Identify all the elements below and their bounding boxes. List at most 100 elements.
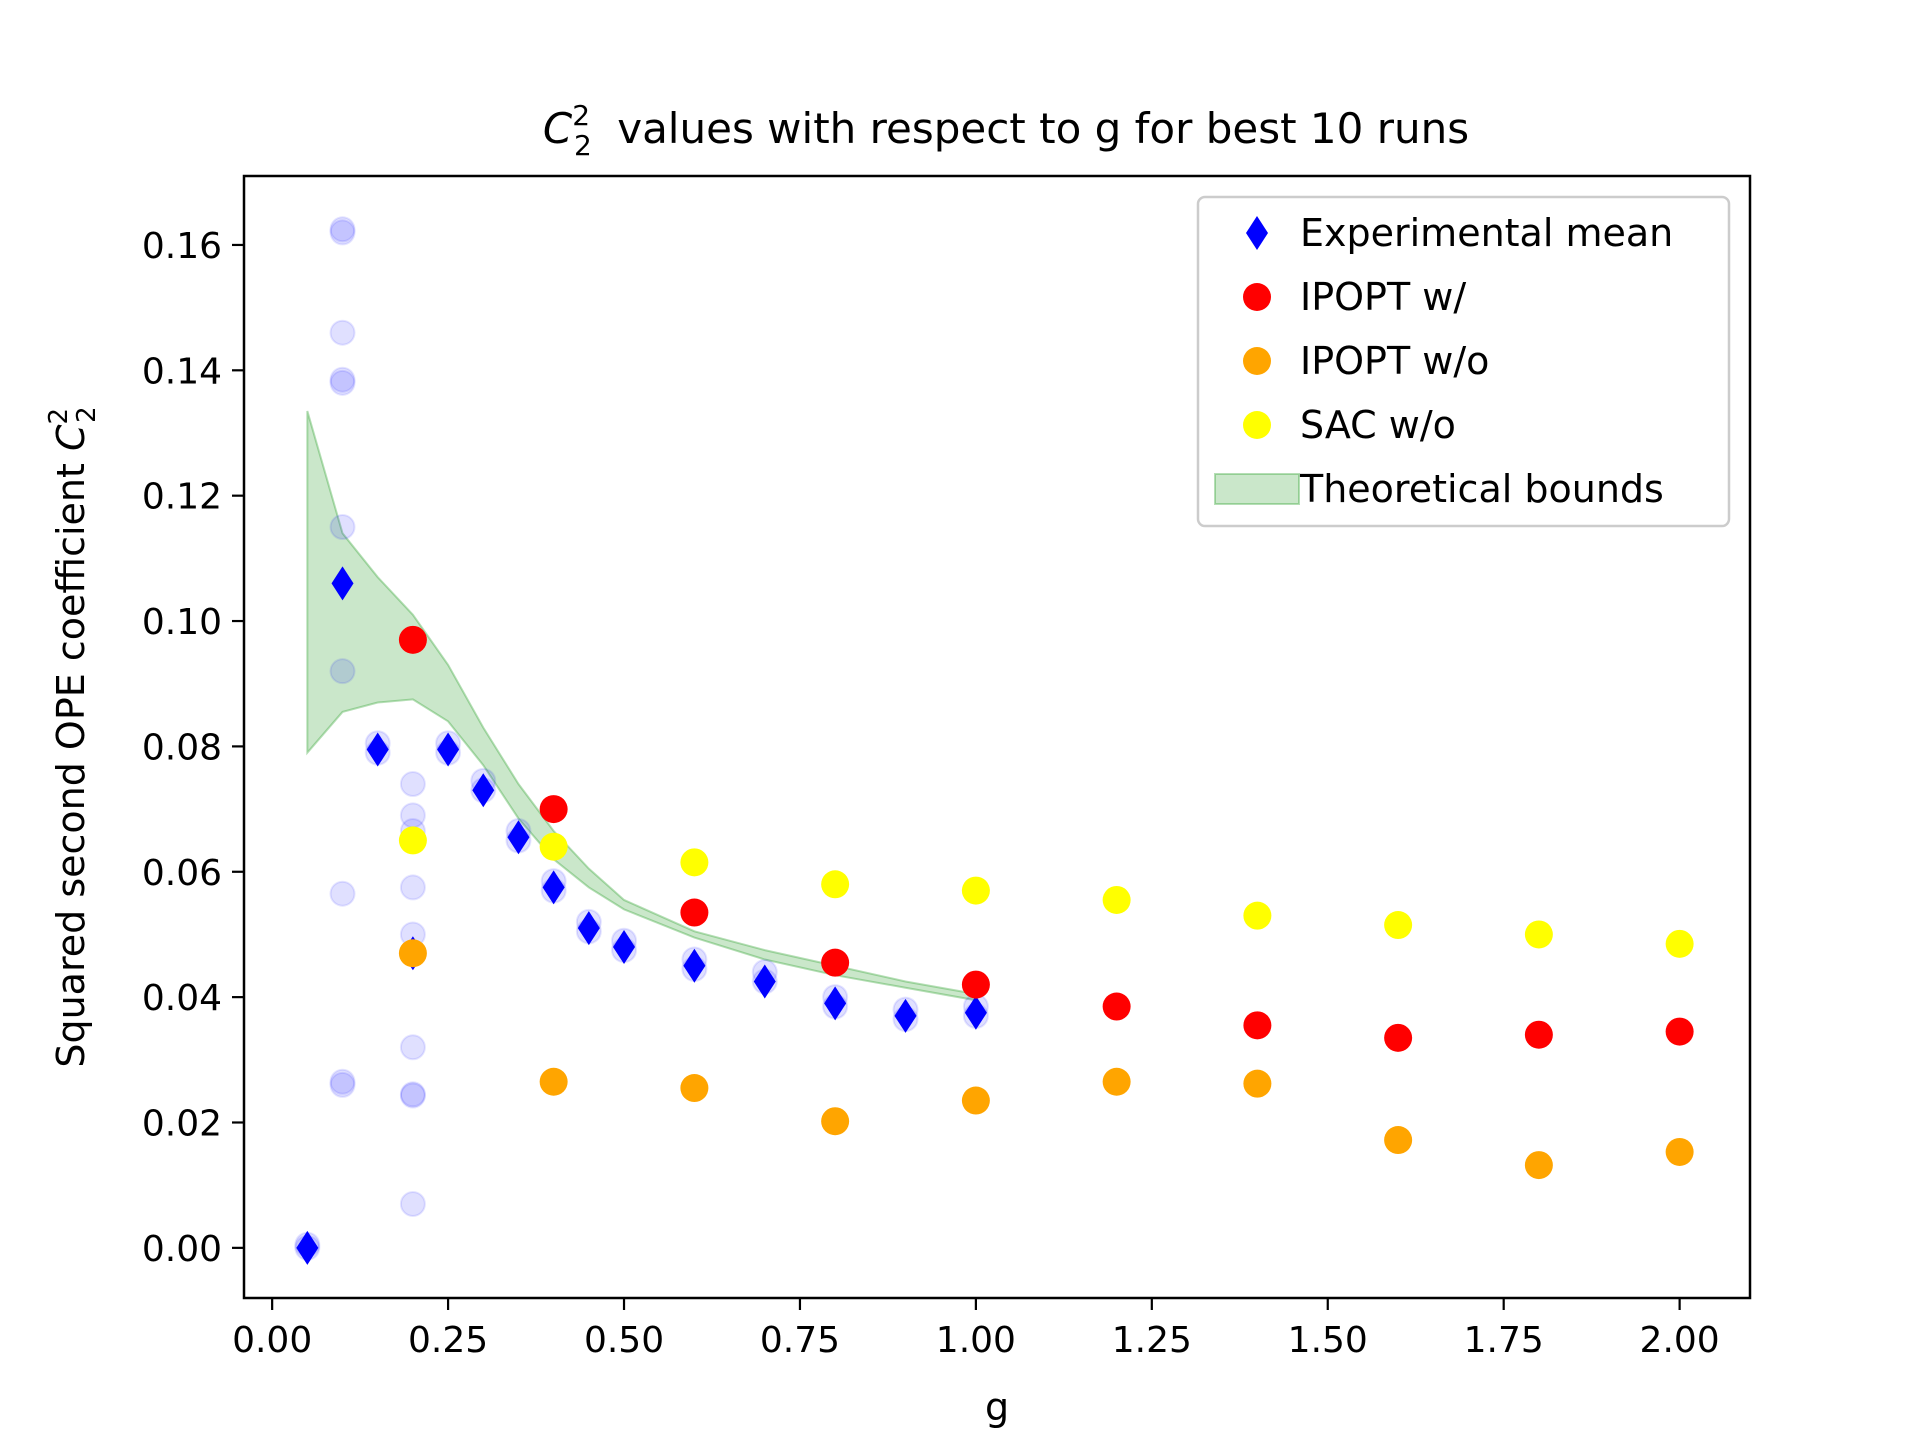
y-tick-label: 0.02 [142,1103,222,1144]
x-tick-label: 0.50 [584,1320,664,1361]
chart-title: C2 2 values with respect to g for best 10… [543,99,1469,162]
ipopt-w-o-point [1524,1151,1553,1180]
legend: Experimental mean IPOPT w/IPOPT w/o SAC w/… [1196,195,1731,528]
y-tick-label: 0.06 [142,853,222,894]
legend-swatch-sac-w-o [1243,411,1271,439]
legend-label-sac-w-o: SAC w/o [1300,403,1456,447]
experimental-mean-point [613,929,636,964]
faded-run-point [399,771,426,798]
y-tick-label: 0.16 [142,226,222,267]
y-tick-label: 0.10 [142,602,222,643]
y-axis: 0.00 0.02 0.04 0.06 0.08 0.10 0.12 0.14 0.16 [142,226,244,1270]
ipopt-w-o-point [1384,1126,1413,1155]
ipopt-w-o-point [821,1107,850,1136]
experimental-mean-point [542,870,565,905]
sac-w-o-point [398,826,427,855]
sac-w-o-point [680,848,709,877]
faded-run-point [329,1071,356,1098]
experimental-mean-point [366,732,389,767]
x-tick-label: 0.75 [760,1320,840,1361]
sac-w-o-point [1665,929,1694,958]
band-area [306,410,977,1002]
faded-run-point [329,369,356,396]
legend-label-ipopt-w-o: IPOPT w/o [1300,339,1489,383]
experimental-mean-point [824,986,847,1021]
ipopt-w-point [1243,1011,1272,1040]
x-tick-label: 1.50 [1288,1320,1368,1361]
ipopt-w-o-point [1665,1137,1694,1166]
ipopt-w-point [1102,992,1131,1021]
legend-swatch-experimental-mean [1246,216,1268,250]
faded-run-point [329,880,356,907]
y-tick-label: 0.04 [142,978,222,1019]
faded-run-point [329,219,356,246]
legend-swatch-theoretical-bounds [1214,473,1300,505]
ipopt-w-point [961,970,990,999]
x-axis-label: g [985,1385,1009,1429]
experimental-mean-point [437,732,460,767]
x-tick-label: 1.00 [936,1320,1016,1361]
experimental-mean-point [964,995,987,1030]
faded-run-point [399,1034,426,1061]
experimental-mean-point [753,964,776,999]
ipopt-w-point [1384,1023,1413,1052]
ipopt-w-o-point [398,939,427,968]
plot-frame [242,174,1752,1300]
faded-run-point [329,658,356,685]
ipopt-w-point [1524,1020,1553,1049]
legend-label-experimental-mean: Experimental mean [1300,211,1673,255]
sac-w-o-point [821,870,850,899]
experimental-mean-point [296,1230,319,1265]
ipopt-w-point [539,795,568,824]
ipopt-w-o-point [680,1074,709,1103]
y-tick-label: 0.00 [142,1229,222,1270]
faded-run-point [399,874,426,901]
ipopt-w-point [398,625,427,654]
x-tick-label: 2.00 [1640,1320,1720,1361]
faded-run-point [329,1068,356,1095]
sac-w-o-point [1524,920,1553,949]
experimental-mean-point [331,566,354,601]
x-axis: 0.00 0.25 0.50 0.75 1.00 1.25 1.50 1.75 2.00 [232,1298,1720,1361]
sac-w-o-point [539,832,568,861]
y-tick-label: 0.08 [142,727,222,768]
ipopt-w-point [1665,1017,1694,1046]
y-tick-label: 0.12 [142,477,222,518]
experimental-mean-point [894,998,917,1033]
faded-run-point [399,1081,426,1108]
experimental-mean-point [683,948,706,983]
sac-w-o-point [1384,911,1413,940]
y-axis-label: Squared second OPE coefficient C22 [44,406,102,1067]
faded-run-point [329,514,356,541]
faded-run-point [399,1082,426,1109]
experimental-mean-point [577,911,600,946]
theoretical-bounds-band [306,410,977,1002]
faded-run-point [399,1190,426,1217]
sac-w-o-point [961,876,990,905]
legend-swatch-ipopt-w-o [1243,347,1271,375]
ipopt-w-point [680,898,709,927]
x-tick-label: 0.25 [408,1320,488,1361]
ipopt-w-o-point [539,1067,568,1096]
sac-w-o-point [1243,901,1272,930]
series-layer [296,566,1694,1265]
faded-runs-layer [294,216,989,1261]
legend-swatch-ipopt-w [1243,283,1271,311]
faded-run-point [329,216,356,243]
x-tick-label: 1.75 [1464,1320,1544,1361]
legend-box [1196,195,1731,528]
ipopt-w-point [821,948,850,977]
legend-label-theoretical-bounds: Theoretical bounds [1299,467,1664,511]
y-tick-label: 0.14 [142,351,222,392]
x-tick-label: 1.25 [1112,1320,1192,1361]
ipopt-w-o-point [1102,1067,1131,1096]
legend-label-ipopt-w: IPOPT w/ [1300,275,1466,319]
ipopt-w-o-point [961,1086,990,1115]
ipopt-w-o-point [1243,1069,1272,1098]
x-tick-label: 0.00 [232,1320,312,1361]
sac-w-o-point [1102,885,1131,914]
experimental-mean-point [507,820,530,855]
faded-run-point [329,319,356,346]
faded-run-point [329,366,356,393]
